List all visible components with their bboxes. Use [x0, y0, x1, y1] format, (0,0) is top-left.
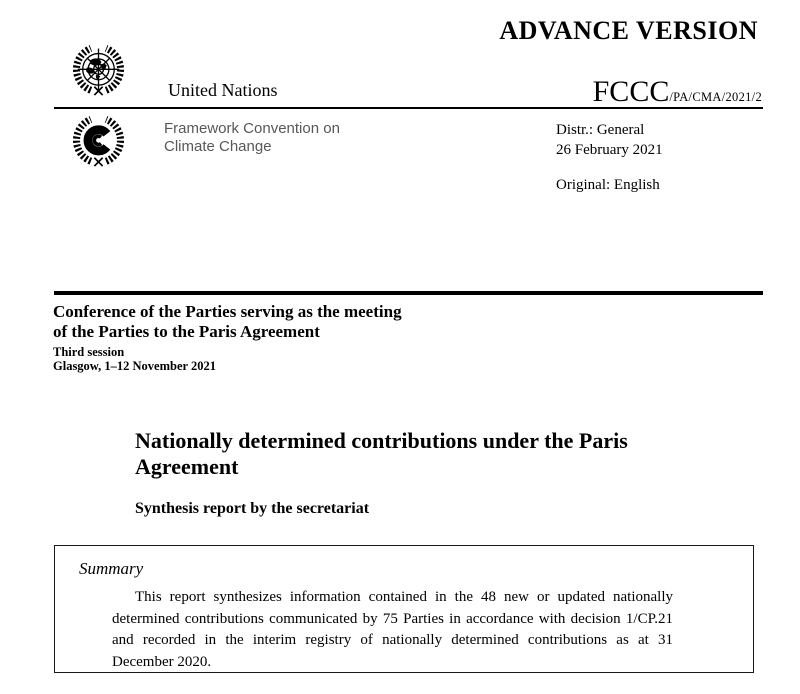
distribution-date: 26 February 2021	[556, 142, 663, 158]
agency-name: Framework Convention on Climate Change	[164, 120, 340, 156]
session-number: Third session	[53, 345, 125, 359]
document-title: Nationally determined contributions unde…	[135, 428, 628, 479]
document-subtitle: Synthesis report by the secretariat	[135, 500, 370, 517]
conference-body-line1: Conference of the Parties serving as the…	[53, 302, 402, 321]
document-title-line1: Nationally determined contributions unde…	[135, 428, 628, 453]
document-symbol: FCCC/PA/CMA/2021/2	[593, 75, 762, 109]
document-symbol-main: FCCC	[592, 75, 670, 108]
document-symbol-suffix: /PA/CMA/2021/2	[669, 90, 762, 104]
un-emblem-icon	[57, 40, 140, 102]
agency-name-line2: Climate Change	[164, 138, 272, 155]
session-venue-dates: Glasgow, 1–12 November 2021	[53, 358, 216, 373]
advance-version-banner: ADVANCE VERSION	[499, 16, 758, 45]
header-divider-line	[54, 107, 763, 109]
agency-name-line1: Framework Convention on	[164, 120, 340, 137]
document-title-line2: Agreement	[135, 453, 239, 479]
distribution-type: Distr.: General	[556, 122, 645, 138]
distribution-block: Distr.: General 26 February 2021 Origina…	[556, 120, 663, 195]
section-divider-line	[54, 291, 763, 295]
conference-body-line2: of the Parties to the Paris Agreement	[53, 321, 320, 341]
unfccc-logo-icon	[57, 111, 140, 173]
summary-body-text: This report synthesizes information cont…	[112, 589, 673, 670]
original-language: Original: English	[556, 177, 660, 193]
summary-box: Summary This report synthesizes informat…	[54, 545, 754, 673]
un-name: United Nations	[168, 80, 278, 100]
summary-heading: Summary	[79, 559, 144, 578]
session-block: Conference of the Parties serving as the…	[53, 302, 402, 373]
